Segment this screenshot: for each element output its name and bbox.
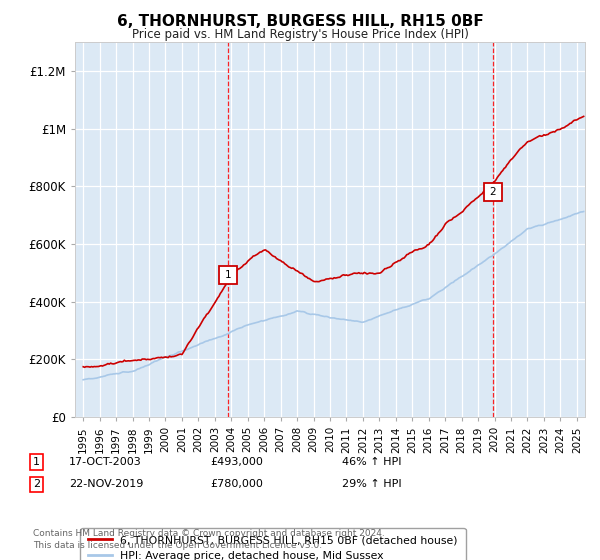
- Text: 1: 1: [224, 270, 232, 280]
- Text: £493,000: £493,000: [210, 457, 263, 467]
- Text: 2: 2: [33, 479, 40, 489]
- Text: 22-NOV-2019: 22-NOV-2019: [69, 479, 143, 489]
- Text: 46% ↑ HPI: 46% ↑ HPI: [342, 457, 401, 467]
- Text: 1: 1: [33, 457, 40, 467]
- Text: £780,000: £780,000: [210, 479, 263, 489]
- Text: Price paid vs. HM Land Registry's House Price Index (HPI): Price paid vs. HM Land Registry's House …: [131, 28, 469, 41]
- Text: Contains HM Land Registry data © Crown copyright and database right 2024.
This d: Contains HM Land Registry data © Crown c…: [33, 529, 385, 550]
- Text: 6, THORNHURST, BURGESS HILL, RH15 0BF: 6, THORNHURST, BURGESS HILL, RH15 0BF: [116, 14, 484, 29]
- Text: 17-OCT-2003: 17-OCT-2003: [69, 457, 142, 467]
- Text: 2: 2: [490, 187, 496, 197]
- Text: 29% ↑ HPI: 29% ↑ HPI: [342, 479, 401, 489]
- Legend: 6, THORNHURST, BURGESS HILL, RH15 0BF (detached house), HPI: Average price, deta: 6, THORNHURST, BURGESS HILL, RH15 0BF (d…: [80, 528, 466, 560]
